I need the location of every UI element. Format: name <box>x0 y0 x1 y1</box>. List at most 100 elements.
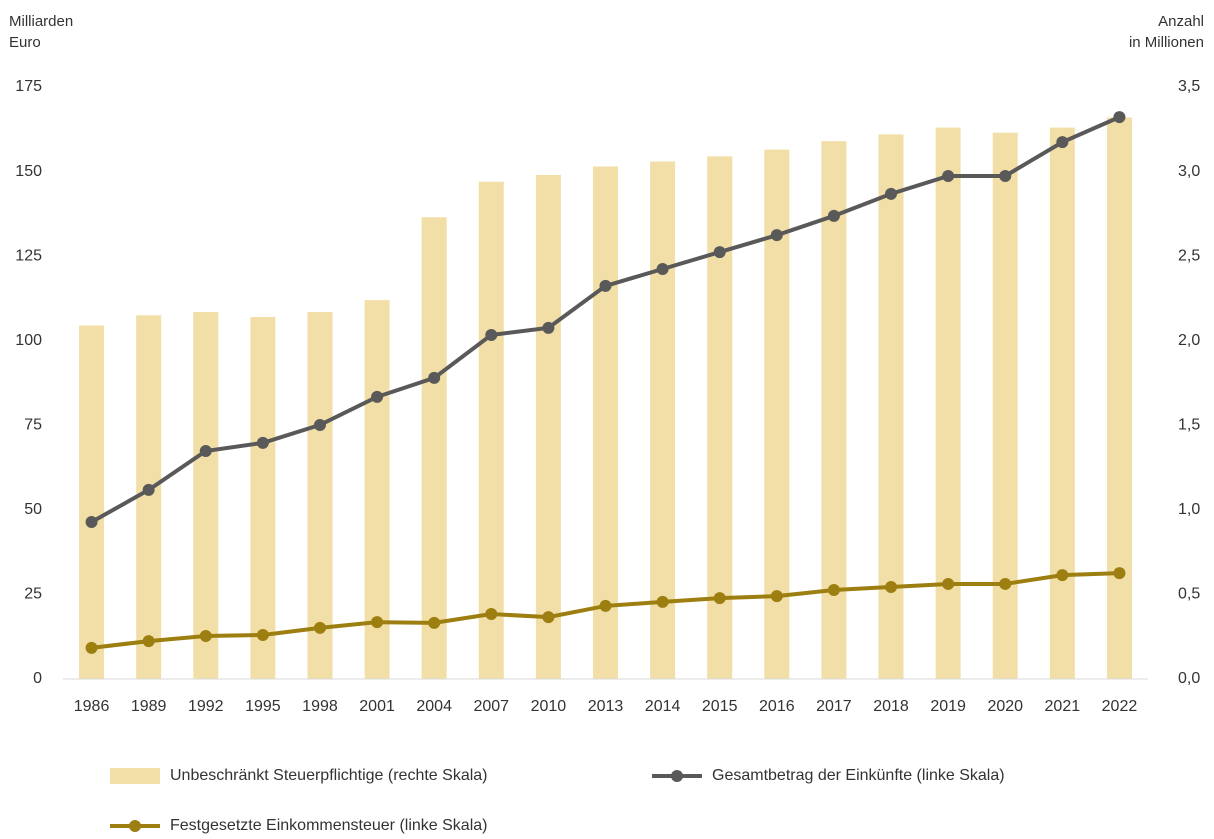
legend-label: Unbeschränkt Steuerpflichtige (rechte Sk… <box>170 767 488 784</box>
marker <box>142 483 155 496</box>
marker <box>770 229 783 242</box>
y2-tick-label: 1,0 <box>1178 501 1200 518</box>
marker <box>942 169 955 182</box>
x-tick-label: 2010 <box>531 698 567 715</box>
y2-tick-label: 3,0 <box>1178 163 1200 180</box>
marker <box>1056 136 1069 149</box>
y2-axis-label: in Millionen <box>1129 34 1204 51</box>
x-tick-label: 2016 <box>759 698 795 715</box>
marker <box>942 577 955 590</box>
marker <box>599 599 612 612</box>
y2-axis-label: Anzahl <box>1158 13 1204 30</box>
bar <box>707 156 733 679</box>
x-tick-label: 1998 <box>302 698 338 715</box>
marker <box>885 187 898 200</box>
x-tick-label: 1995 <box>245 698 281 715</box>
x-tick-label: 2007 <box>473 698 509 715</box>
marker <box>1113 111 1126 124</box>
marker <box>313 621 326 634</box>
marker <box>885 580 898 593</box>
marker <box>542 321 555 334</box>
x-tick-label: 2014 <box>645 698 681 715</box>
marker <box>199 630 212 643</box>
marker <box>827 584 840 597</box>
x-tick-label: 2021 <box>1045 698 1081 715</box>
x-tick-label: 2018 <box>873 698 909 715</box>
y-axis-label: Milliarden <box>9 13 73 30</box>
bar <box>1106 117 1132 679</box>
bar <box>478 181 504 679</box>
y-tick-label: 175 <box>15 78 42 95</box>
marker <box>770 590 783 603</box>
bar <box>307 311 333 679</box>
y2-tick-label: 0,0 <box>1178 670 1200 687</box>
legend-swatch <box>129 820 141 832</box>
y-tick-label: 25 <box>24 586 42 603</box>
y2-tick-label: 3,5 <box>1178 78 1200 95</box>
bar <box>935 127 961 679</box>
x-tick-label: 2017 <box>816 698 852 715</box>
y2-tick-label: 2,5 <box>1178 247 1200 264</box>
marker <box>199 444 212 457</box>
y-tick-label: 125 <box>15 247 42 264</box>
legend-swatch <box>110 768 160 784</box>
marker <box>656 262 669 275</box>
marker <box>713 246 726 259</box>
marker <box>85 641 98 654</box>
legend-label: Gesamtbetrag der Einkünfte (linke Skala) <box>712 767 1005 784</box>
bar <box>364 300 390 679</box>
x-tick-label: 1986 <box>74 698 110 715</box>
marker <box>713 592 726 605</box>
y-tick-label: 100 <box>15 332 42 349</box>
marker <box>827 209 840 222</box>
marker <box>599 279 612 292</box>
bar <box>421 217 447 680</box>
bar <box>79 325 105 679</box>
marker <box>999 169 1012 182</box>
x-tick-label: 2019 <box>930 698 966 715</box>
marker <box>1056 569 1069 582</box>
x-tick-label: 2004 <box>416 698 452 715</box>
bar <box>136 315 162 679</box>
marker <box>256 436 269 449</box>
y2-tick-label: 1,5 <box>1178 417 1200 434</box>
marker <box>656 595 669 608</box>
marker <box>142 635 155 648</box>
x-tick-label: 2001 <box>359 698 395 715</box>
marker <box>999 577 1012 590</box>
y2-tick-label: 0,5 <box>1178 586 1200 603</box>
bar <box>250 317 276 679</box>
bar <box>193 311 219 679</box>
y-tick-label: 50 <box>24 501 42 518</box>
legend-label: Festgesetzte Einkommensteuer (linke Skal… <box>170 817 487 834</box>
x-tick-label: 1989 <box>131 698 167 715</box>
marker <box>313 418 326 431</box>
bar <box>878 134 904 680</box>
marker <box>485 328 498 341</box>
marker <box>85 516 98 529</box>
legend-swatch <box>671 770 683 782</box>
x-tick-label: 2022 <box>1102 698 1138 715</box>
marker <box>256 629 269 642</box>
y-tick-label: 150 <box>15 163 42 180</box>
y-axis-label: Euro <box>9 34 41 51</box>
marker <box>428 616 441 629</box>
bar <box>1049 127 1075 679</box>
bar <box>992 132 1018 679</box>
x-tick-label: 2013 <box>588 698 624 715</box>
marker <box>485 608 498 621</box>
x-tick-label: 1992 <box>188 698 224 715</box>
marker <box>428 371 441 384</box>
marker <box>371 616 384 629</box>
x-tick-label: 2015 <box>702 698 738 715</box>
marker <box>542 611 555 624</box>
y-tick-label: 75 <box>24 417 42 434</box>
bar <box>593 166 618 680</box>
bar <box>650 161 676 679</box>
x-tick-label: 2020 <box>987 698 1023 715</box>
marker <box>371 390 384 403</box>
bar <box>535 174 561 679</box>
marker <box>1113 567 1126 580</box>
y-tick-label: 0 <box>33 670 42 687</box>
